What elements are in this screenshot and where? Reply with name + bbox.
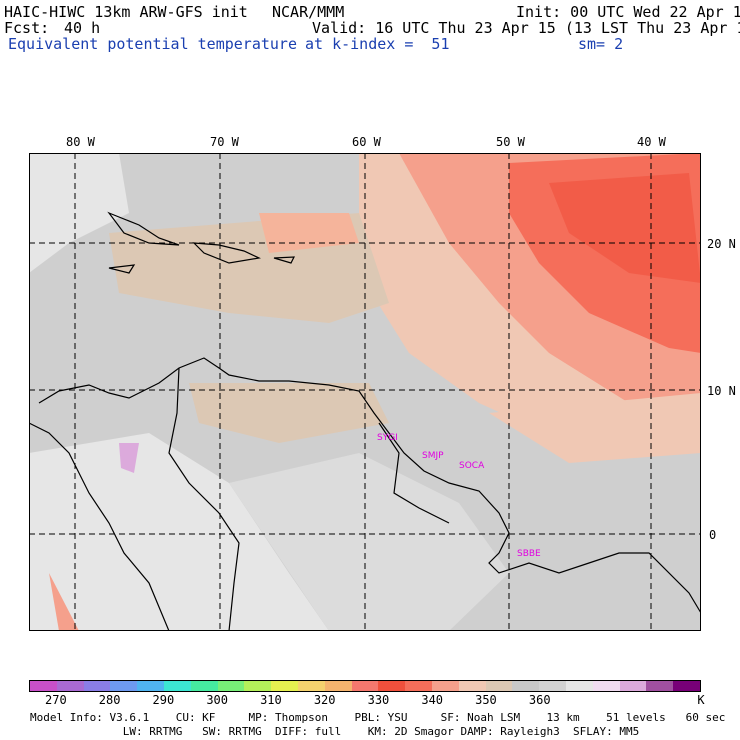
station-label: SMJP [422,451,444,461]
graticule [29,153,701,631]
forecast-hours: 40 h [64,19,101,37]
color-swatch [539,681,566,691]
color-swatch [592,681,620,691]
theta-e-field [29,153,701,631]
color-swatch [30,681,57,691]
color-scale-tick: 290 [152,693,175,707]
color-swatch [673,681,700,691]
smoothing-label: sm= 2 [578,35,624,53]
init-time: Init: 00 UTC Wed 22 Apr 15 [516,3,740,21]
color-swatch [83,681,111,691]
lon-label: 80 W [66,135,95,149]
color-scale-tick: 360 [528,693,551,707]
color-swatch [431,681,459,691]
station-label: SOCA [459,461,485,471]
station-label: SBBE [517,549,541,559]
color-scale-tick: 270 [45,693,67,707]
color-scale-bar [29,680,701,692]
color-swatch [110,681,138,691]
color-swatch [485,681,513,691]
color-swatch [137,681,164,691]
color-swatch [405,681,432,691]
forecast-label: Fcst: [4,19,50,37]
map-panel: SYGI SMJP SOCA SBBE [29,153,701,631]
organization-label: NCAR/MMM [272,3,345,21]
color-swatch [565,681,593,691]
lat-label: 10 N [707,384,736,398]
map-frame [29,153,701,631]
coastlines [29,211,701,631]
model-info-line2: LW: RRTMG SW: RRTMG DIFF: full KM: 2D Sm… [30,725,640,738]
color-scale-tick: 300 [206,693,228,707]
lon-label: 40 W [637,135,666,149]
color-swatch [646,681,674,691]
color-swatch [458,681,486,691]
model-info-line1: Model Info: V3.6.1 CU: KF MP: Thompson P… [30,711,726,724]
color-swatch [378,681,406,691]
field-name: Equivalent potential temperature [8,35,297,53]
color-swatch [271,681,298,691]
color-scale-tick: 330 [367,693,390,707]
color-scale-labels: 270 280 290 300 310 320 330 340 350 360 K [29,693,705,707]
color-scale-tick: 340 [421,693,444,707]
color-swatch [512,681,540,691]
color-swatch [619,681,647,691]
color-swatch [244,681,272,691]
lon-label: 70 W [210,135,239,149]
color-swatch [351,681,379,691]
model-title: HAIC-HIWC 13km ARW-GFS init [4,3,248,21]
color-swatch [190,681,218,691]
color-scale-tick: 310 [260,693,282,707]
lat-label: 0 [709,528,717,542]
color-swatch [163,681,191,691]
color-scale-tick: 320 [313,693,336,707]
lon-label: 50 W [496,135,525,149]
color-scale-tick: 280 [98,693,121,707]
color-swatch [297,681,325,691]
valid-time: Valid: 16 UTC Thu 23 Apr 15 (13 LST Thu … [312,19,740,37]
color-swatch [56,681,84,691]
lon-label: 60 W [352,135,381,149]
station-label: SYGI [377,433,398,443]
lat-label: 20 N [707,237,736,251]
color-scale-tick: K [697,693,705,707]
color-scale-tick: 350 [475,693,497,707]
color-swatch [217,681,245,691]
color-swatch [324,681,352,691]
level-label: at k-index = 51 [305,35,450,53]
